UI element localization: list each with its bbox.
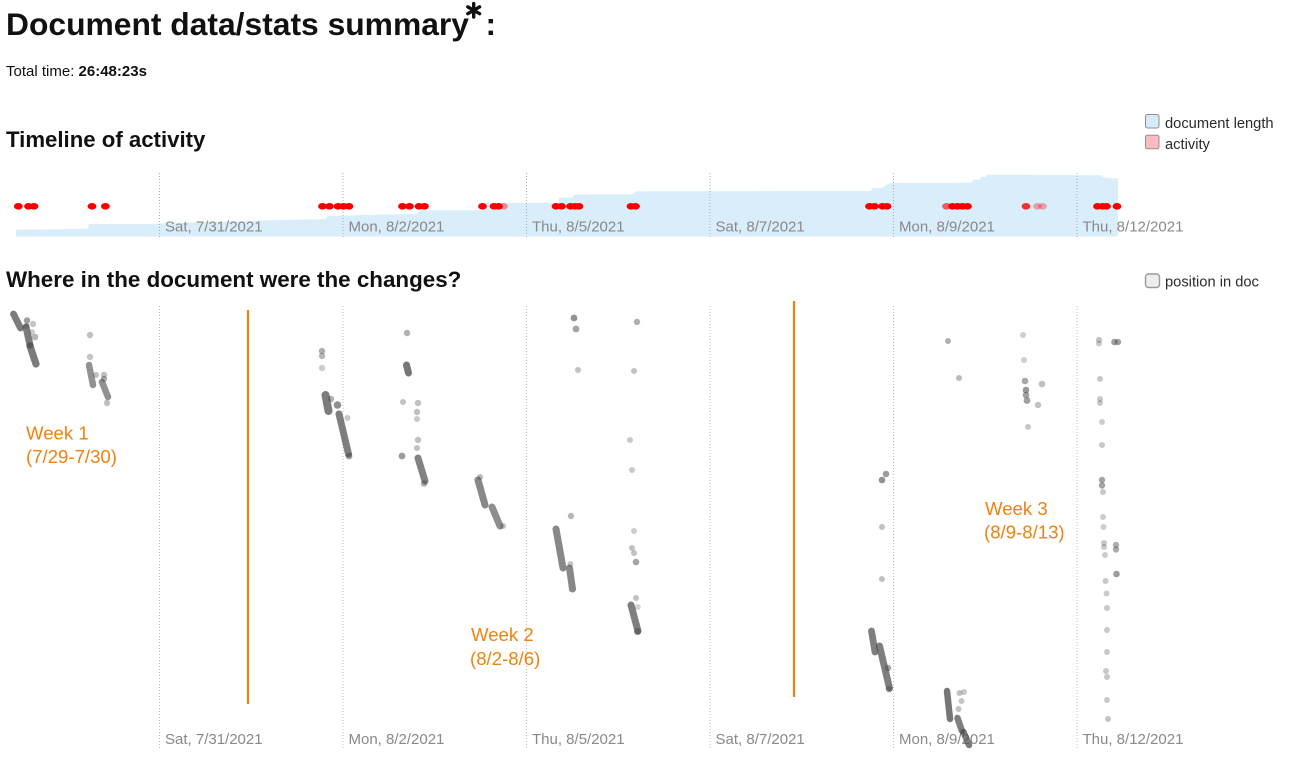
svg-text:Week 2: Week 2 [471, 624, 534, 645]
svg-text:Mon, 8/9/2021: Mon, 8/9/2021 [899, 219, 995, 236]
svg-text:position in doc: position in doc [1165, 275, 1259, 291]
svg-text:Sat, 8/7/2021: Sat, 8/7/2021 [716, 219, 805, 236]
svg-text:Total time: 26:48:23s: Total time: 26:48:23s [6, 63, 147, 80]
svg-text:Week 3: Week 3 [985, 498, 1048, 519]
svg-text:Document data/stats summary: Document data/stats summary [6, 6, 469, 42]
svg-text:(8/9-8/13): (8/9-8/13) [984, 522, 1065, 543]
svg-text:document length: document length [1165, 116, 1274, 132]
svg-text:Thu, 8/5/2021: Thu, 8/5/2021 [532, 219, 625, 236]
svg-text:Sat, 7/31/2021: Sat, 7/31/2021 [165, 219, 263, 236]
svg-text:Mon, 8/2/2021: Mon, 8/2/2021 [349, 731, 445, 748]
svg-text:Thu, 8/12/2021: Thu, 8/12/2021 [1083, 219, 1184, 236]
svg-text:Thu, 8/12/2021: Thu, 8/12/2021 [1083, 731, 1184, 748]
svg-text:activity: activity [1165, 137, 1211, 153]
svg-text:(7/29-7/30): (7/29-7/30) [26, 446, 117, 467]
svg-text:(8/2-8/6): (8/2-8/6) [470, 648, 540, 669]
svg-text:Week 1: Week 1 [26, 423, 89, 444]
svg-text:Thu, 8/5/2021: Thu, 8/5/2021 [532, 731, 625, 748]
svg-text:Timeline of activity: Timeline of activity [6, 127, 206, 152]
svg-text:Sat, 7/31/2021: Sat, 7/31/2021 [165, 731, 263, 748]
svg-text:Sat, 8/7/2021: Sat, 8/7/2021 [716, 731, 805, 748]
svg-text:Mon, 8/9/2021: Mon, 8/9/2021 [899, 731, 995, 748]
svg-text:Where in the document were the: Where in the document were the changes? [6, 267, 461, 292]
svg-text:Mon, 8/2/2021: Mon, 8/2/2021 [349, 219, 445, 236]
svg-text::: : [486, 6, 497, 42]
